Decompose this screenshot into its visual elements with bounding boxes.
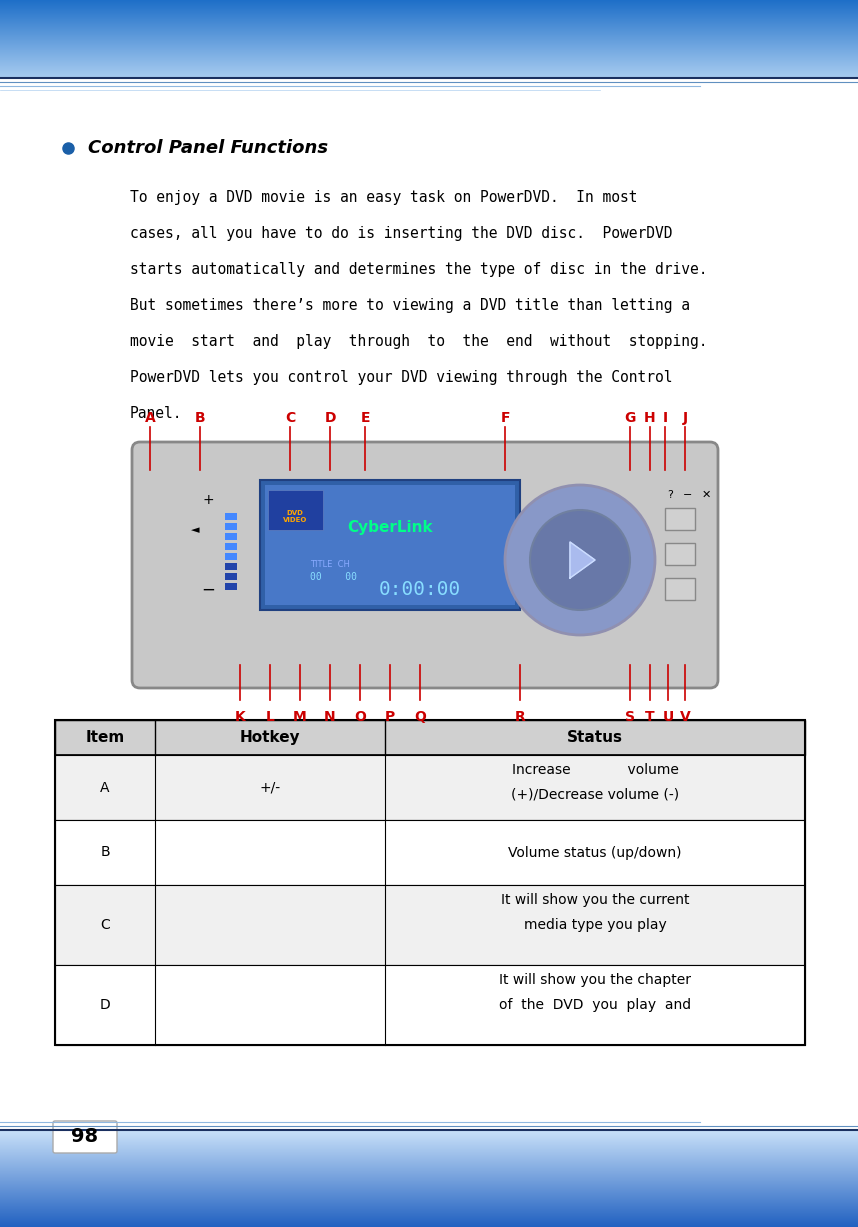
Text: of  the  DVD  you  play  and: of the DVD you play and <box>499 998 691 1012</box>
Circle shape <box>530 510 630 610</box>
Bar <box>55 720 805 755</box>
Text: Increase             volume: Increase volume <box>511 763 679 777</box>
Text: ✕: ✕ <box>701 490 710 499</box>
Bar <box>225 544 237 550</box>
Text: S: S <box>625 710 635 724</box>
Text: Control Panel Functions: Control Panel Functions <box>88 139 328 157</box>
Text: Panel.: Panel. <box>130 406 183 421</box>
Text: I: I <box>662 411 668 425</box>
Text: movie  start  and  play  through  to  the  end  without  stopping.: movie start and play through to the end … <box>130 334 708 348</box>
Bar <box>665 508 695 530</box>
Text: Status: Status <box>567 730 623 745</box>
Bar <box>55 964 805 1045</box>
Text: cases, all you have to do is inserting the DVD disc.  PowerDVD: cases, all you have to do is inserting t… <box>130 226 673 240</box>
Text: M: M <box>293 710 307 724</box>
Text: K: K <box>234 710 245 724</box>
Text: It will show you the current: It will show you the current <box>501 893 689 907</box>
Text: D: D <box>324 411 335 425</box>
Text: It will show you the chapter: It will show you the chapter <box>499 973 691 987</box>
Text: 00    00: 00 00 <box>310 572 357 582</box>
Circle shape <box>505 485 655 636</box>
Text: +: + <box>202 493 214 507</box>
Text: DVD
VIDEO: DVD VIDEO <box>283 510 307 523</box>
Text: R: R <box>515 710 525 724</box>
Text: (+)/Decrease volume (-): (+)/Decrease volume (-) <box>511 788 679 802</box>
Text: J: J <box>682 411 687 425</box>
Bar <box>55 755 805 820</box>
Text: D: D <box>100 998 111 1012</box>
Text: L: L <box>266 710 275 724</box>
Text: O: O <box>354 710 366 724</box>
Bar <box>665 578 695 600</box>
Text: ◄: ◄ <box>190 525 199 535</box>
Text: −: − <box>201 582 215 599</box>
Text: C: C <box>285 411 295 425</box>
Text: U: U <box>662 710 674 724</box>
Bar <box>55 885 805 964</box>
Text: Hotkey: Hotkey <box>239 730 300 745</box>
Bar <box>225 553 237 560</box>
Bar <box>225 523 237 530</box>
Bar <box>225 573 237 580</box>
Bar <box>265 485 515 605</box>
Text: B: B <box>100 845 110 859</box>
Bar <box>55 720 805 755</box>
Text: ?: ? <box>667 490 673 499</box>
Text: 0:00:00: 0:00:00 <box>379 580 461 599</box>
Text: E: E <box>360 411 370 425</box>
Bar <box>260 480 520 610</box>
Bar <box>225 583 237 590</box>
Text: H: H <box>644 411 656 425</box>
Text: A: A <box>145 411 155 425</box>
Text: Q: Q <box>414 710 426 724</box>
Text: P: P <box>385 710 396 724</box>
Bar <box>225 513 237 520</box>
Text: Volume status (up/down): Volume status (up/down) <box>508 845 682 859</box>
Text: But sometimes there’s more to viewing a DVD title than letting a: But sometimes there’s more to viewing a … <box>130 298 690 313</box>
Text: −: − <box>683 490 692 499</box>
Bar <box>55 820 805 885</box>
Polygon shape <box>570 542 595 578</box>
Text: 98: 98 <box>71 1128 99 1146</box>
Text: CyberLink: CyberLink <box>347 520 432 535</box>
FancyBboxPatch shape <box>53 1121 117 1153</box>
Text: Item: Item <box>86 730 124 745</box>
Bar <box>225 533 237 540</box>
Text: F: F <box>500 411 510 425</box>
Text: N: N <box>324 710 335 724</box>
Text: TITLE  CH: TITLE CH <box>310 560 350 569</box>
Text: media type you play: media type you play <box>523 918 667 933</box>
FancyBboxPatch shape <box>132 442 718 688</box>
Bar <box>55 720 805 1045</box>
Bar <box>665 544 695 564</box>
Bar <box>268 490 323 530</box>
Text: T: T <box>645 710 655 724</box>
Text: C: C <box>100 918 110 933</box>
Text: starts automatically and determines the type of disc in the drive.: starts automatically and determines the … <box>130 263 708 277</box>
Text: A: A <box>100 780 110 795</box>
Text: G: G <box>625 411 636 425</box>
Text: PowerDVD lets you control your DVD viewing through the Control: PowerDVD lets you control your DVD viewi… <box>130 371 673 385</box>
Bar <box>225 563 237 571</box>
Text: +/-: +/- <box>259 780 281 795</box>
Text: V: V <box>680 710 691 724</box>
Text: B: B <box>195 411 205 425</box>
Text: To enjoy a DVD movie is an easy task on PowerDVD.  In most: To enjoy a DVD movie is an easy task on … <box>130 190 637 205</box>
